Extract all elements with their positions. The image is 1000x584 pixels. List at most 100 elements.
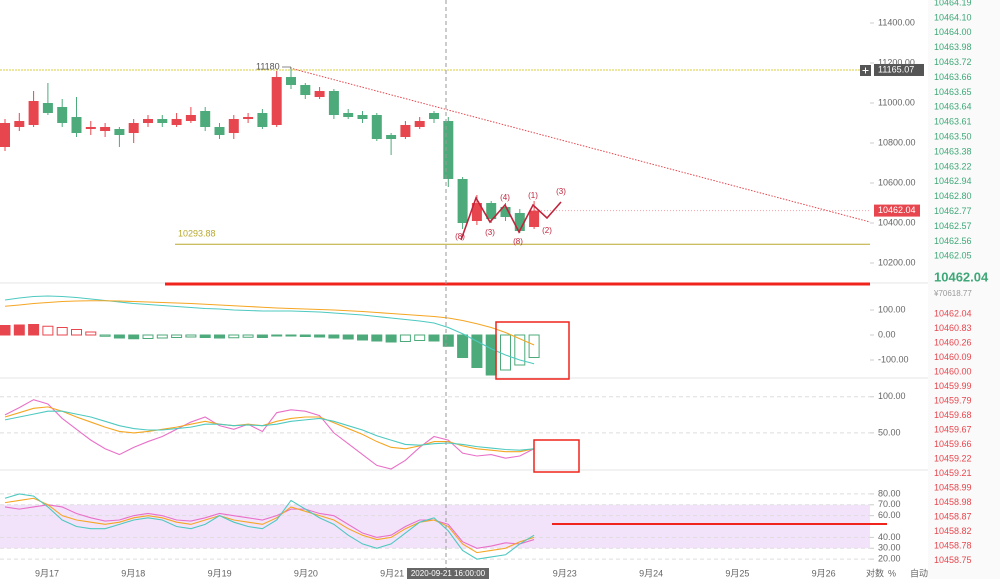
bid-price: 10459.22: [934, 453, 972, 463]
candle-body: [429, 113, 439, 119]
macd-line: [4, 295, 535, 365]
bid-price: 10459.21: [934, 468, 972, 478]
plus-icon: [862, 67, 869, 74]
macd-bar: [199, 334, 211, 338]
y-tick-label: 11400.00: [878, 17, 915, 27]
x-tick-label: 9月19: [208, 568, 232, 578]
wave-label: (3): [485, 228, 495, 237]
bid-price: 10458.98: [934, 497, 972, 507]
candle-body: [471, 203, 482, 221]
ask-price: 10464.00: [934, 27, 972, 37]
y-tick-label: 70.00: [878, 499, 901, 509]
x-tick-label: 9月20: [294, 568, 318, 578]
macd-bar: [13, 324, 25, 336]
macd-bar: [385, 334, 397, 343]
candle-body: [57, 107, 68, 123]
y-tick-label: 0.00: [878, 329, 896, 339]
candle-body: [214, 127, 225, 135]
macd-bar: [285, 334, 297, 337]
ask-price: 10463.50: [934, 131, 972, 141]
ask-price: 10462.56: [934, 236, 972, 246]
annotation-box: [533, 439, 580, 473]
scale-option[interactable]: %: [888, 568, 896, 578]
bid-price: 10460.00: [934, 366, 972, 376]
bid-price: 10460.09: [934, 352, 972, 362]
candle-body: [14, 121, 25, 127]
candle-body: [271, 77, 282, 125]
y-tick-label: 11000.00: [878, 97, 915, 107]
macd-bar: [514, 334, 526, 366]
bid-price: 10460.83: [934, 323, 972, 333]
bid-price: 10459.67: [934, 424, 972, 434]
ask-price: 10462.94: [934, 176, 972, 186]
candle-body: [143, 119, 153, 123]
candle-body: [328, 91, 339, 115]
wave-drawing: [460, 196, 562, 241]
y-tick-label: 10200.00: [878, 257, 916, 267]
x-tick-label: 9月18: [121, 568, 145, 578]
ask-price: 10464.10: [934, 12, 972, 22]
candle-body: [457, 179, 468, 223]
y-tick-label: 100.00: [878, 304, 906, 314]
fiat-price: ¥70618.77: [933, 289, 972, 298]
ask-price: 10462.80: [934, 191, 972, 201]
macd-bar: [428, 334, 440, 342]
x-tick-label: 9月24: [639, 568, 663, 578]
bid-price: 10458.99: [934, 482, 972, 492]
macd-bar: [299, 334, 311, 337]
x-tick-label: 9月25: [725, 568, 749, 578]
candle-body: [514, 213, 525, 231]
price-tag: [874, 204, 920, 217]
bid-price: 10458.82: [934, 526, 972, 536]
scale-option[interactable]: 自动: [910, 567, 928, 578]
y-tick-label: 20.00: [878, 554, 901, 564]
macd-bar: [500, 334, 511, 371]
macd-bar: [85, 331, 97, 336]
macd-bar: [328, 334, 340, 339]
macd-bar: [256, 334, 268, 338]
wave-label: (1): [528, 191, 538, 200]
bid-price: 10458.87: [934, 511, 972, 521]
bid-price: 10459.68: [934, 410, 972, 420]
macd-bar: [271, 334, 283, 337]
bid-price: 10462.04: [934, 308, 972, 318]
bid-price: 10458.78: [934, 540, 972, 550]
macd-bar: [28, 324, 40, 336]
ask-price: 10463.22: [934, 161, 972, 171]
ask-price: 10463.64: [934, 102, 972, 112]
wave-label: (8): [455, 232, 465, 241]
macd-bar: [113, 334, 125, 339]
bid-price: 10458.75: [934, 555, 972, 565]
wave-label: (4): [500, 193, 510, 202]
macd-bar: [485, 334, 497, 376]
y-tick-label: 10800.00: [878, 137, 916, 147]
x-tick-label: 9月26: [812, 568, 836, 578]
indicator-line: [4, 399, 535, 470]
macd-bar: [71, 329, 82, 336]
ask-price: 10463.38: [934, 146, 972, 156]
macd-bar: [99, 334, 111, 337]
ask-price: 10462.77: [934, 206, 972, 216]
indicator-line: [4, 406, 535, 453]
candle-body: [100, 127, 111, 131]
ask-price: 10463.65: [934, 87, 972, 97]
macd-bar: [142, 334, 154, 339]
macd-bar: [185, 334, 197, 338]
y-tick-label: 80.00: [878, 488, 901, 498]
trend-line: [289, 67, 871, 223]
price-tag-text: 10462.04: [878, 205, 916, 215]
indicator-line: [4, 410, 535, 451]
rsi-band: [0, 504, 870, 549]
candle-body: [128, 123, 139, 133]
candle-body: [414, 121, 425, 127]
y-tick-label: 10600.00: [878, 177, 916, 187]
indicator-line: [4, 504, 535, 549]
candle-body: [343, 113, 354, 117]
candle-body: [371, 115, 382, 139]
macd-bar: [128, 334, 140, 340]
ask-price: 10463.61: [934, 117, 972, 127]
scale-option[interactable]: 对数: [866, 567, 884, 578]
x-tick-label: 9月17: [35, 568, 59, 578]
candle-body: [0, 123, 10, 147]
macd-bar: [399, 334, 411, 342]
